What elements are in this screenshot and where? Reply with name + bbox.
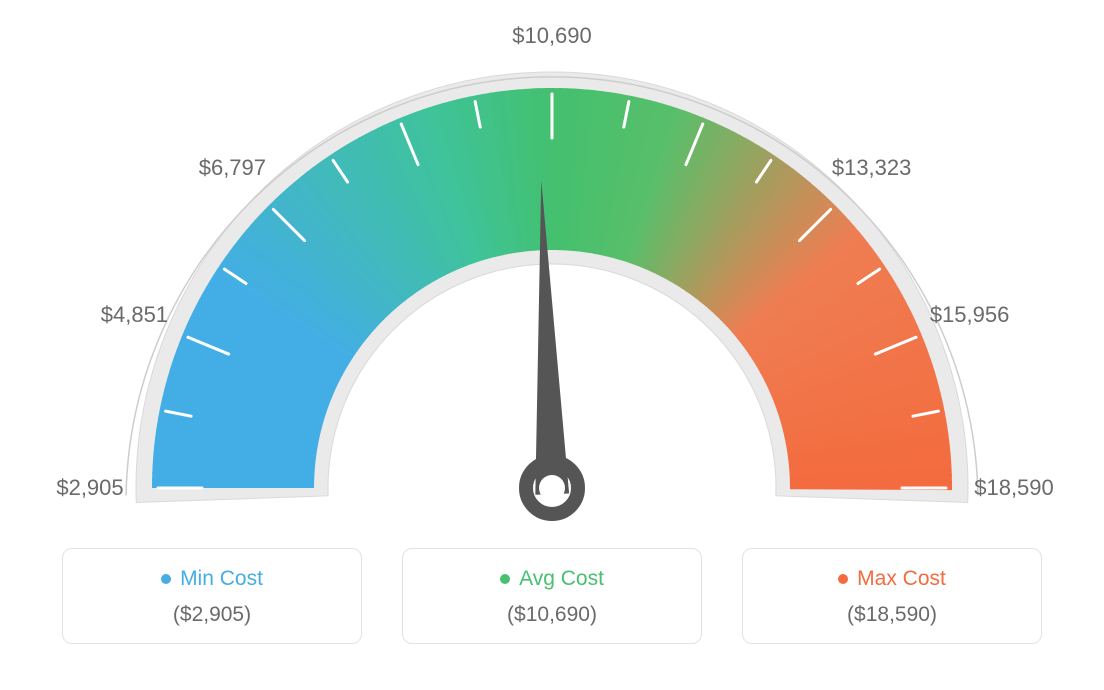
legend-value-min: ($2,905)	[73, 603, 351, 627]
legend-dot-avg	[500, 574, 510, 584]
legend-label-min: Min Cost	[180, 567, 263, 591]
gauge-tick-label: $15,956	[930, 302, 1010, 328]
legend: Min Cost ($2,905) Avg Cost ($10,690) Max…	[0, 548, 1104, 644]
legend-title-max: Max Cost	[838, 567, 946, 591]
legend-item-min: Min Cost ($2,905)	[62, 548, 362, 644]
gauge-tick-label: $18,590	[974, 475, 1054, 501]
legend-title-avg: Avg Cost	[500, 567, 604, 591]
legend-dot-min	[161, 574, 171, 584]
legend-item-avg: Avg Cost ($10,690)	[402, 548, 702, 644]
gauge-tick-label: $10,690	[512, 23, 592, 49]
legend-value-max: ($18,590)	[753, 603, 1031, 627]
legend-dot-max	[838, 574, 848, 584]
legend-value-avg: ($10,690)	[413, 603, 691, 627]
gauge-chart: $2,905 $4,851 $6,797 $10,690 $13,323 $15,956 $…	[0, 0, 1104, 540]
legend-label-max: Max Cost	[857, 567, 946, 591]
gauge-tick-label: $2,905	[56, 475, 123, 501]
gauge-svg	[0, 0, 1104, 540]
legend-title-min: Min Cost	[161, 567, 263, 591]
gauge-tick-label: $4,851	[101, 302, 168, 328]
gauge-tick-label: $13,323	[832, 155, 912, 181]
legend-label-avg: Avg Cost	[519, 567, 604, 591]
gauge-tick-label: $6,797	[199, 155, 266, 181]
legend-item-max: Max Cost ($18,590)	[742, 548, 1042, 644]
